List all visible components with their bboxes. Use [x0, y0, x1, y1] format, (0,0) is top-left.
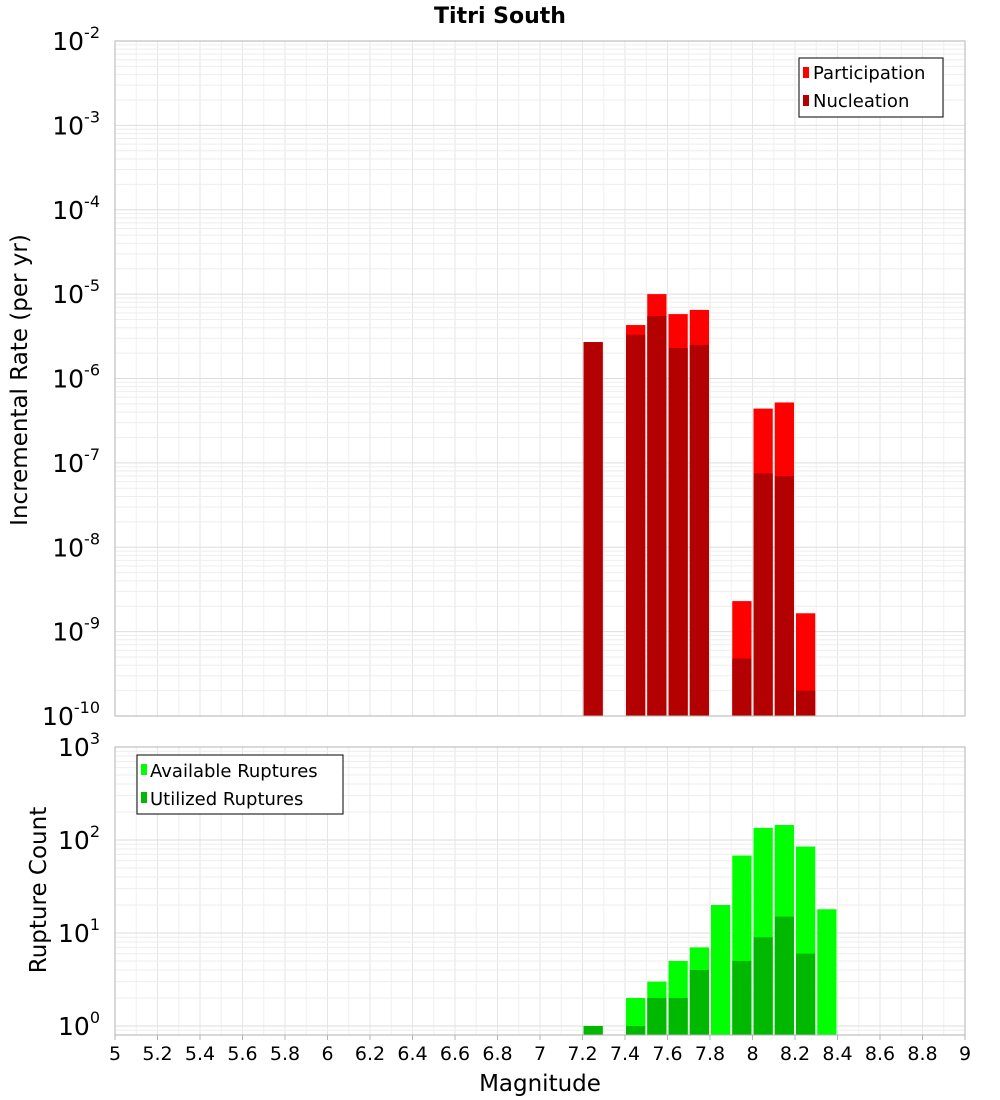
x-tick-label: 5.6 [227, 1043, 257, 1065]
bar-utilized-ruptures [732, 960, 752, 1035]
bar-utilized-ruptures [626, 1025, 646, 1035]
bottom-panel: 103 102 101 100 Available Ruptures Utilized… [58, 729, 966, 1041]
y-tick-label: 10-6 [52, 361, 100, 394]
y-tick-label: 10-7 [52, 445, 100, 478]
legend-label-utilized: Utilized Ruptures [150, 789, 303, 810]
x-tick-label: 8.6 [865, 1043, 895, 1065]
legend-label-available: Available Ruptures [150, 761, 318, 782]
x-tick-label: 5.4 [185, 1043, 215, 1065]
top-legend: Participation Nucleation [798, 57, 944, 118]
x-tick-label: 6.2 [355, 1043, 385, 1065]
bottom-y-axis-label: Rupture Count [26, 807, 52, 973]
bar-nucleation [626, 334, 646, 716]
x-tick-label: 7.2 [567, 1043, 597, 1065]
y-tick-label: 10-8 [52, 529, 100, 562]
bar-participation [796, 613, 816, 716]
bar-available-ruptures [711, 904, 731, 1035]
bar-nucleation [796, 690, 816, 716]
bar-nucleation [583, 342, 603, 716]
x-tick-label: 5.2 [142, 1043, 172, 1065]
x-tick-label: 8.2 [780, 1043, 810, 1065]
y-tick-label: 10-4 [52, 192, 100, 225]
bar-nucleation [668, 347, 688, 716]
bar-nucleation [774, 475, 794, 716]
y-tick-label: 100 [58, 1008, 100, 1041]
bar-utilized-ruptures [774, 916, 794, 1035]
bar-nucleation [753, 473, 773, 716]
top-y-ticks: 10-2 10-3 10-4 10-5 10-6 10-7 10-8 10-9 10-10 [42, 23, 100, 731]
x-tick-label: 5 [109, 1043, 121, 1065]
legend-swatch-participation [803, 67, 809, 78]
bottom-bars [583, 824, 837, 1035]
top-panel: 10-2 10-3 10-4 10-5 10-6 10-7 10-8 10-9 10-10 Pa… [42, 23, 966, 731]
x-tick-label: 7.6 [652, 1043, 682, 1065]
y-tick-label: 10-2 [52, 23, 100, 56]
bar-available-ruptures [817, 909, 837, 1035]
x-tick-label: 9 [959, 1043, 971, 1065]
x-tick-label: 8.4 [822, 1043, 852, 1065]
y-tick-label: 102 [58, 822, 100, 855]
bar-nucleation [689, 344, 709, 716]
y-tick-label: 10-3 [52, 107, 100, 140]
top-bars [583, 294, 816, 716]
x-tick-label: 6.6 [440, 1043, 470, 1065]
x-tick-label: 6.4 [397, 1043, 427, 1065]
bar-available-ruptures [626, 997, 646, 1035]
chart-title: Titri South [434, 4, 566, 29]
top-gridlines [114, 40, 966, 717]
x-tick-label: 7 [534, 1043, 546, 1065]
x-tick-label: 6.8 [482, 1043, 512, 1065]
bar-utilized-ruptures [689, 969, 709, 1035]
x-tick-label: 6 [321, 1043, 333, 1065]
bar-utilized-ruptures [583, 1025, 603, 1035]
x-tick-label: 8.8 [907, 1043, 937, 1065]
bar-utilized-ruptures [753, 937, 773, 1035]
legend-swatch-utilized [141, 792, 147, 803]
x-axis-ticks: 5 5.2 5.4 5.6 5.8 6 6.2 6.4 6.6 6.8 7 7.2 7.4 7.6 7.8 8… [109, 1035, 971, 1065]
legend-swatch-available [141, 764, 147, 775]
legend-label-participation: Participation [813, 63, 925, 84]
y-tick-label: 10-9 [52, 614, 100, 647]
top-y-axis-label: Incremental Rate (per yr) [7, 234, 33, 526]
x-axis-label: Magnitude [479, 1071, 601, 1097]
bar-utilized-ruptures [796, 953, 816, 1035]
bar-nucleation [732, 658, 752, 716]
y-tick-label: 10-5 [52, 276, 100, 309]
y-tick-label: 103 [58, 729, 100, 762]
legend-swatch-nucleation [803, 95, 809, 106]
x-tick-label: 8 [746, 1043, 758, 1065]
y-tick-label: 10-10 [42, 698, 100, 731]
bottom-legend: Available Ruptures Utilized Ruptures [136, 754, 344, 815]
x-tick-label: 7.4 [610, 1043, 640, 1065]
x-tick-label: 7.8 [695, 1043, 725, 1065]
bar-utilized-ruptures [668, 997, 688, 1035]
bottom-y-ticks: 103 102 101 100 [58, 729, 100, 1041]
bar-utilized-ruptures [647, 997, 667, 1035]
y-tick-label: 101 [58, 915, 100, 948]
legend-label-nucleation: Nucleation [813, 91, 909, 112]
x-tick-label: 5.8 [270, 1043, 300, 1065]
bar-nucleation [647, 316, 667, 716]
